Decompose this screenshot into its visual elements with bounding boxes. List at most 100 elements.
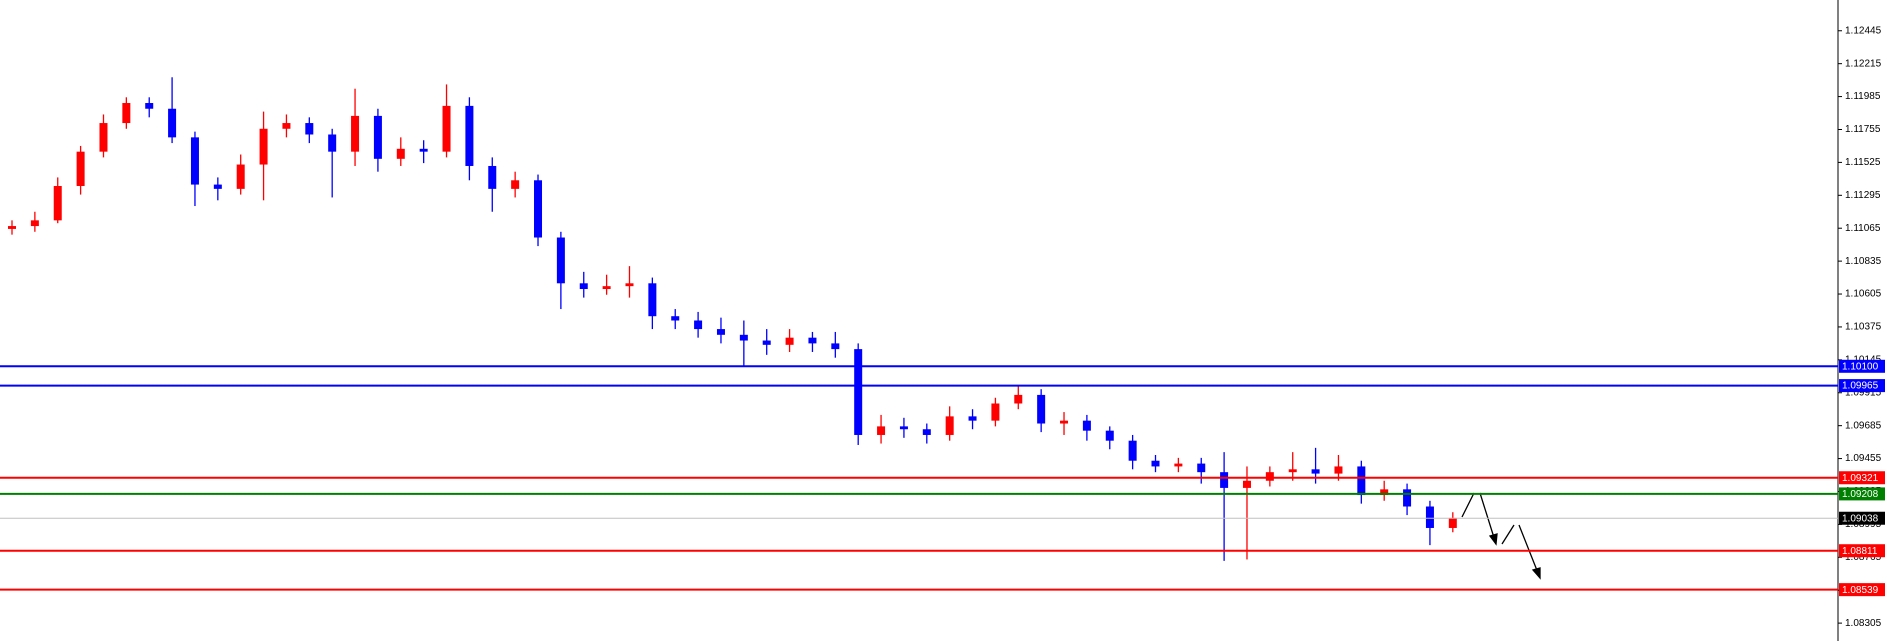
candle-body — [1037, 394, 1046, 424]
level-label-box — [1839, 583, 1885, 597]
candle-body — [877, 426, 886, 435]
level-label-box — [1839, 511, 1885, 525]
candle-body — [534, 180, 543, 238]
candle-body — [899, 426, 908, 430]
y-tick-label: 1.11525 — [1845, 157, 1881, 168]
candle-body — [1220, 472, 1229, 488]
candle-body — [1174, 463, 1183, 467]
candle-body — [648, 283, 657, 317]
candle-body — [945, 416, 954, 435]
y-tick-label: 1.08765 — [1845, 552, 1882, 563]
candle-body — [1128, 440, 1137, 461]
level-label-box — [1839, 471, 1885, 485]
candle-body — [396, 148, 405, 159]
candle-body — [1151, 460, 1160, 467]
level-label-box — [1839, 544, 1885, 558]
candle-body — [76, 151, 85, 187]
candle-body — [762, 340, 771, 345]
candle-body — [1334, 466, 1343, 474]
candle-body — [259, 128, 268, 165]
candle-body — [99, 123, 108, 152]
y-tick-label: 1.10605 — [1845, 289, 1882, 300]
candle-body — [1197, 463, 1206, 473]
level-label: 1.08539 — [1842, 585, 1879, 596]
candle-body — [922, 429, 931, 435]
arrow-head — [1531, 567, 1541, 580]
y-tick-label: 1.12215 — [1845, 58, 1882, 69]
candle-body — [465, 105, 474, 166]
level-label: 1.08811 — [1842, 546, 1878, 557]
candle-body — [1357, 466, 1366, 496]
candle-body — [419, 148, 428, 152]
level-label-box — [1839, 359, 1885, 373]
candle-body — [511, 180, 520, 189]
candle-body — [1311, 469, 1320, 474]
candle-body — [168, 108, 177, 138]
y-tick-label: 1.09685 — [1845, 420, 1882, 431]
candle-body — [305, 123, 314, 135]
y-tick-label: 1.08305 — [1845, 618, 1882, 629]
candle-body — [145, 103, 154, 109]
candle-body — [808, 337, 817, 344]
candle-body — [671, 316, 680, 321]
candle-body — [1242, 480, 1251, 488]
candle-body — [236, 164, 245, 189]
candle-body — [694, 320, 703, 330]
candle-body — [579, 283, 588, 290]
candle-body — [30, 220, 39, 227]
candle-body — [213, 184, 222, 189]
y-tick-label: 1.10835 — [1845, 256, 1882, 267]
candle-body — [1060, 420, 1069, 424]
candle-body — [282, 123, 291, 129]
level-label-box — [1839, 487, 1885, 501]
candle-body — [1105, 430, 1114, 441]
candle-body — [1403, 489, 1412, 507]
candle-body — [328, 134, 337, 152]
level-label: 1.09038 — [1842, 513, 1879, 524]
candle-body — [556, 237, 565, 284]
candle-body — [739, 334, 748, 341]
candle-body — [122, 103, 131, 124]
candle-body — [1425, 506, 1434, 528]
candle-body — [1014, 394, 1023, 404]
candle-body — [488, 165, 497, 189]
candle-body — [442, 105, 451, 152]
candle-body — [831, 343, 840, 350]
level-label: 1.09965 — [1842, 381, 1879, 392]
y-tick-label: 1.10375 — [1845, 322, 1882, 333]
candle-body — [1288, 469, 1297, 473]
candle-body — [785, 337, 794, 345]
level-label-box — [1839, 379, 1885, 393]
level-label: 1.09208 — [1842, 489, 1879, 500]
candle-body — [1265, 472, 1274, 481]
candle-body — [1380, 489, 1389, 496]
candle-body — [53, 186, 62, 221]
candle-body — [968, 416, 977, 421]
level-label: 1.10100 — [1842, 361, 1879, 372]
candle-body — [625, 283, 634, 287]
candle-body — [602, 286, 611, 290]
candle-body — [373, 115, 382, 159]
level-label: 1.09321 — [1842, 473, 1879, 484]
y-tick-label: 1.09915 — [1845, 387, 1882, 398]
y-tick-label: 1.12445 — [1845, 25, 1882, 36]
y-tick-label: 1.11755 — [1845, 124, 1881, 135]
candle-body — [190, 137, 199, 185]
candle-body — [351, 115, 360, 152]
y-tick-label: 1.11295 — [1845, 190, 1881, 201]
candle-body — [854, 349, 863, 435]
arrow-segment — [1461, 492, 1475, 518]
y-tick-label: 1.11985 — [1845, 91, 1881, 102]
candle-body — [991, 403, 1000, 421]
candle-body — [8, 226, 16, 229]
candle-body — [716, 329, 725, 335]
candle-body — [1448, 517, 1457, 528]
y-tick-label: 1.11065 — [1845, 223, 1881, 234]
candle-body — [1082, 420, 1091, 431]
arrow-segment — [1501, 524, 1515, 545]
y-tick-label: 1.09455 — [1845, 453, 1882, 464]
arrow-head — [1488, 533, 1498, 546]
